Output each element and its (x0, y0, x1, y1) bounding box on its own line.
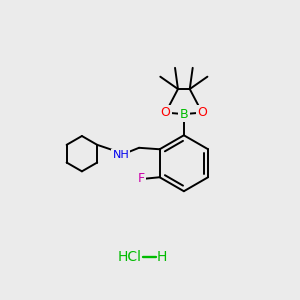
Text: NH: NH (112, 150, 129, 160)
Text: HCl: HCl (117, 250, 141, 265)
Text: B: B (179, 108, 188, 121)
Text: O: O (161, 106, 170, 119)
Text: F: F (138, 172, 145, 185)
Text: H: H (157, 250, 167, 265)
Text: O: O (197, 106, 207, 119)
